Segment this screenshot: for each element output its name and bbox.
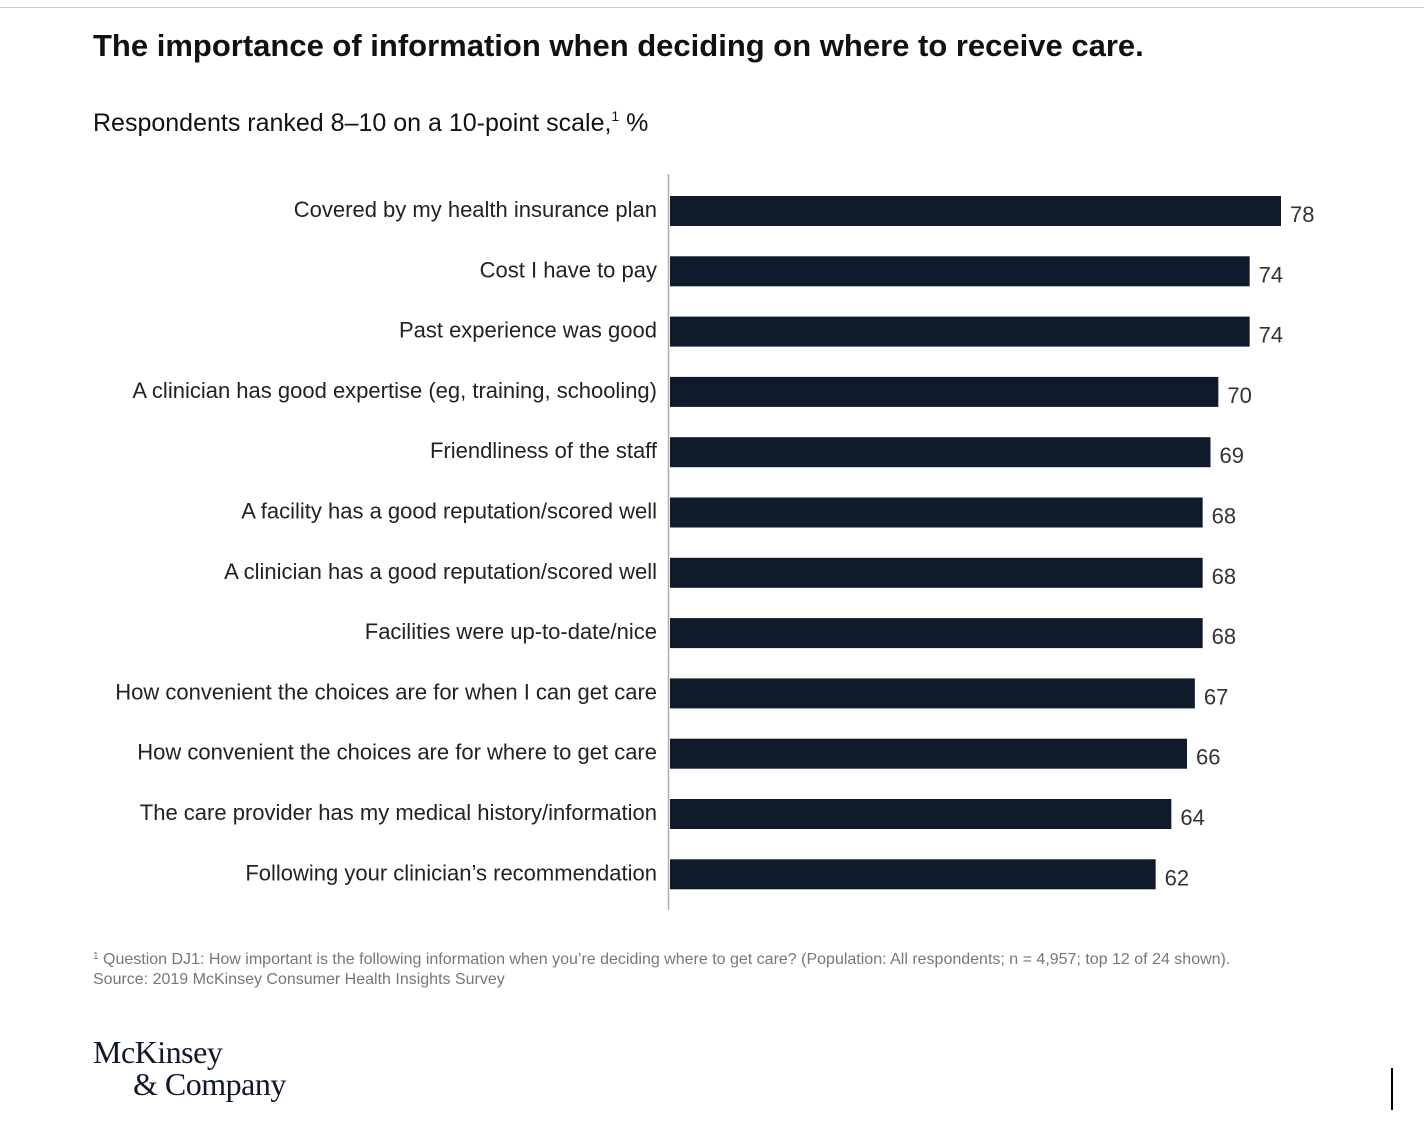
chart-subtitle: Respondents ranked 8–10 on a 10-point sc… [93, 108, 648, 138]
value-label: 74 [1259, 323, 1283, 348]
category-label: A clinician has a good reputation/scored… [224, 559, 657, 584]
footnote: 1 Question DJ1: How important is the fol… [93, 947, 1230, 990]
category-label: Cost I have to pay [480, 257, 657, 282]
value-label: 68 [1212, 564, 1236, 589]
subtitle-footnote-marker: 1 [611, 108, 620, 124]
category-label: Facilities were up-to-date/nice [365, 619, 657, 644]
category-label: A clinician has good expertise (eg, trai… [132, 378, 657, 403]
category-label: How convenient the choices are for when … [115, 679, 657, 704]
category-label: Past experience was good [399, 318, 657, 343]
category-label: How convenient the choices are for where… [137, 740, 657, 765]
bar-chart: Covered by my health insurance plan 78 Cos… [115, 174, 1314, 910]
bar [670, 618, 1203, 649]
footnote-marker: 1 [93, 951, 99, 962]
bar [670, 316, 1250, 347]
category-label: Covered by my health insurance plan [294, 197, 657, 222]
value-label: 62 [1165, 865, 1189, 890]
chart-title: The importance of information when decid… [93, 28, 1144, 63]
subtitle-text: Respondents ranked 8–10 on a 10-point sc… [93, 109, 612, 137]
category-label: A facility has a good reputation/scored … [241, 499, 657, 524]
subtitle-unit: % [619, 109, 649, 137]
bar [670, 557, 1203, 588]
value-label: 68 [1212, 624, 1236, 649]
logo-line-2: & Company [133, 1066, 286, 1102]
category-label: The care provider has my medical history… [140, 800, 657, 825]
value-label: 70 [1227, 383, 1251, 408]
bar [670, 738, 1187, 769]
value-label: 74 [1259, 262, 1283, 287]
value-label: 78 [1290, 202, 1314, 227]
value-label: 68 [1212, 504, 1236, 529]
value-label: 69 [1220, 443, 1244, 468]
bar [670, 376, 1219, 407]
footnote-source: Source: 2019 McKinsey Consumer Health In… [93, 971, 505, 988]
value-label: 67 [1204, 684, 1228, 709]
value-label: 66 [1196, 745, 1220, 770]
value-label: 64 [1180, 805, 1204, 830]
text-cursor [1391, 1068, 1393, 1110]
logo-line-1: McKinsey [93, 1034, 223, 1070]
footnote-line-1: 1 Question DJ1: How important is the fol… [93, 947, 1230, 970]
bar [670, 196, 1281, 226]
category-label: Friendliness of the staff [430, 438, 658, 463]
mckinsey-logo: McKinsey & Company [93, 1036, 286, 1100]
bar [670, 256, 1250, 287]
bar [670, 437, 1211, 468]
bar [670, 859, 1156, 890]
top-divider [0, 0, 1424, 8]
bar [670, 497, 1203, 528]
footnote-question: Question DJ1: How important is the follo… [98, 951, 1231, 968]
category-label: Following your clinician’s recommendatio… [245, 860, 657, 885]
bar [670, 678, 1195, 709]
bar [670, 799, 1172, 829]
